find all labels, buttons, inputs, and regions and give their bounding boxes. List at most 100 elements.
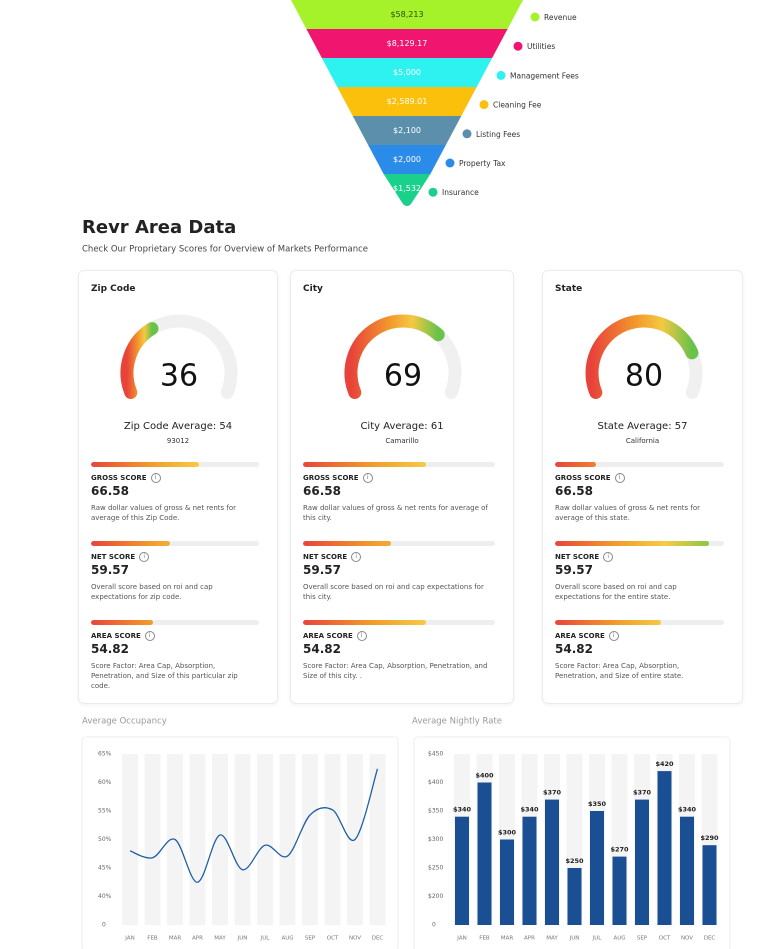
bar	[657, 771, 672, 925]
legend-marker	[428, 187, 438, 197]
legend-marker	[496, 70, 506, 80]
average-label: City Average: 61	[360, 421, 444, 432]
gauge: 80	[585, 314, 702, 399]
x-tick-label: JUL	[260, 936, 271, 942]
bar-value-label: $270	[610, 846, 629, 854]
score-bar	[555, 541, 709, 546]
score-bar	[555, 620, 662, 625]
score-label: AREA SCORE i	[303, 631, 367, 641]
y-tick-label: $300	[428, 836, 443, 843]
bar-value-label: $250	[565, 857, 584, 865]
column-band	[122, 754, 138, 925]
y-tick-label: $350	[428, 808, 443, 815]
x-tick-label: SEP	[637, 936, 648, 942]
bar	[612, 856, 627, 925]
score-description: Overall score based on roi and cap expec…	[91, 583, 213, 601]
info-icon[interactable]: i	[144, 631, 155, 641]
gauge-fill	[120, 322, 159, 399]
score-description: Raw dollar values of gross & net rents f…	[555, 504, 700, 522]
score-track	[303, 620, 495, 625]
score-label: GROSS SCORE i	[555, 473, 625, 483]
funnel-value-label: $2,589.01	[387, 97, 428, 106]
score-bar	[91, 462, 199, 467]
x-tick-label: DEC	[372, 936, 384, 942]
score-description: Raw dollar values of gross & net rents f…	[303, 504, 488, 522]
score-track	[91, 462, 259, 467]
funnel-segment	[321, 58, 493, 87]
card-title: City	[303, 284, 323, 294]
bar	[500, 839, 514, 925]
legend-label: Management Fees	[510, 71, 579, 80]
column-band	[234, 754, 251, 925]
bar-value-label: $340	[678, 806, 697, 814]
column-band	[324, 754, 341, 925]
legend-marker	[530, 12, 540, 22]
score-value: 66.58	[555, 484, 593, 498]
bar-value-label: $400	[475, 772, 494, 780]
info-icon[interactable]: i	[139, 552, 150, 562]
x-tick-label: JAN	[456, 936, 466, 942]
score-bar	[303, 541, 392, 546]
score-track	[91, 620, 259, 625]
y-tick-label: $450	[428, 751, 443, 758]
score-label-text: AREA SCORE	[303, 632, 353, 640]
funnel-segment	[368, 145, 446, 174]
score-description: Overall score based on roi and cap expec…	[555, 583, 677, 601]
bar	[635, 799, 649, 925]
location-label: 93012	[166, 437, 190, 445]
score-value: 54.82	[91, 642, 129, 656]
info-icon[interactable]: i	[351, 552, 362, 562]
funnel-segment	[383, 174, 431, 206]
info-icon[interactable]: i	[356, 631, 367, 641]
y-tick-label: $200	[428, 893, 443, 900]
info-icon[interactable]: i	[614, 473, 625, 483]
score-bar	[91, 541, 170, 546]
score-label-text: NET SCORE	[91, 553, 136, 561]
column-band	[189, 754, 206, 925]
card-title: State	[555, 284, 583, 294]
info-icon[interactable]: i	[150, 473, 161, 483]
x-tick-label: NOV	[681, 936, 693, 942]
info-icon[interactable]: i	[608, 631, 619, 641]
bar-value-label: $370	[633, 789, 652, 797]
info-icon[interactable]: i	[362, 473, 373, 483]
x-tick-label: APR	[192, 936, 203, 942]
bar-value-label: $350	[588, 800, 607, 808]
bar-value-label: $340	[520, 806, 539, 814]
legend-label: Cleaning Fee	[493, 101, 542, 110]
score-value: 66.58	[303, 484, 341, 498]
y-tick-label: 60%	[98, 779, 112, 786]
x-tick-label: APR	[524, 936, 535, 942]
x-tick-label: JUN	[569, 936, 580, 942]
info-icon[interactable]: i	[603, 552, 614, 562]
bar	[477, 782, 492, 925]
y-tick-label: $250	[428, 865, 443, 872]
column-band	[212, 754, 228, 925]
score-description: Raw dollar values of gross & net rents f…	[91, 504, 236, 522]
score-label-text: GROSS SCORE	[91, 474, 147, 482]
score-value: 59.57	[303, 563, 341, 577]
score-label: GROSS SCORE i	[303, 473, 373, 483]
bar	[545, 799, 559, 925]
score-label: AREA SCORE i	[555, 631, 619, 641]
funnel-segment	[291, 0, 523, 29]
legend-marker	[513, 41, 523, 51]
score-label: NET SCORE i	[555, 552, 614, 562]
bar	[522, 816, 537, 925]
score-value: 54.82	[303, 642, 341, 656]
funnel-value-label: $2,100	[393, 126, 421, 135]
funnel-value-label: $8,129.17	[387, 39, 428, 48]
score-track	[555, 541, 724, 546]
y-tick-label: $400	[428, 779, 443, 786]
score-label-text: NET SCORE	[555, 553, 600, 561]
location-label: California	[625, 437, 660, 445]
page-title: Revr Area Data	[82, 217, 236, 238]
legend-marker	[479, 100, 489, 110]
bar-value-label: $370	[543, 789, 562, 797]
score-value: 54.82	[555, 642, 593, 656]
score-card: State 80 State Average: 57 California GROSS …	[542, 270, 743, 704]
score-label-text: AREA SCORE	[555, 632, 605, 640]
score-description: Score Factor: Area Cap, Absorption, Pene…	[91, 662, 238, 690]
average-label: State Average: 57	[597, 421, 688, 432]
